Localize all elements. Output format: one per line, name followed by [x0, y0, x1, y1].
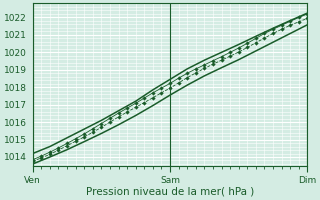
X-axis label: Pression niveau de la mer( hPa ): Pression niveau de la mer( hPa ) — [86, 187, 254, 197]
